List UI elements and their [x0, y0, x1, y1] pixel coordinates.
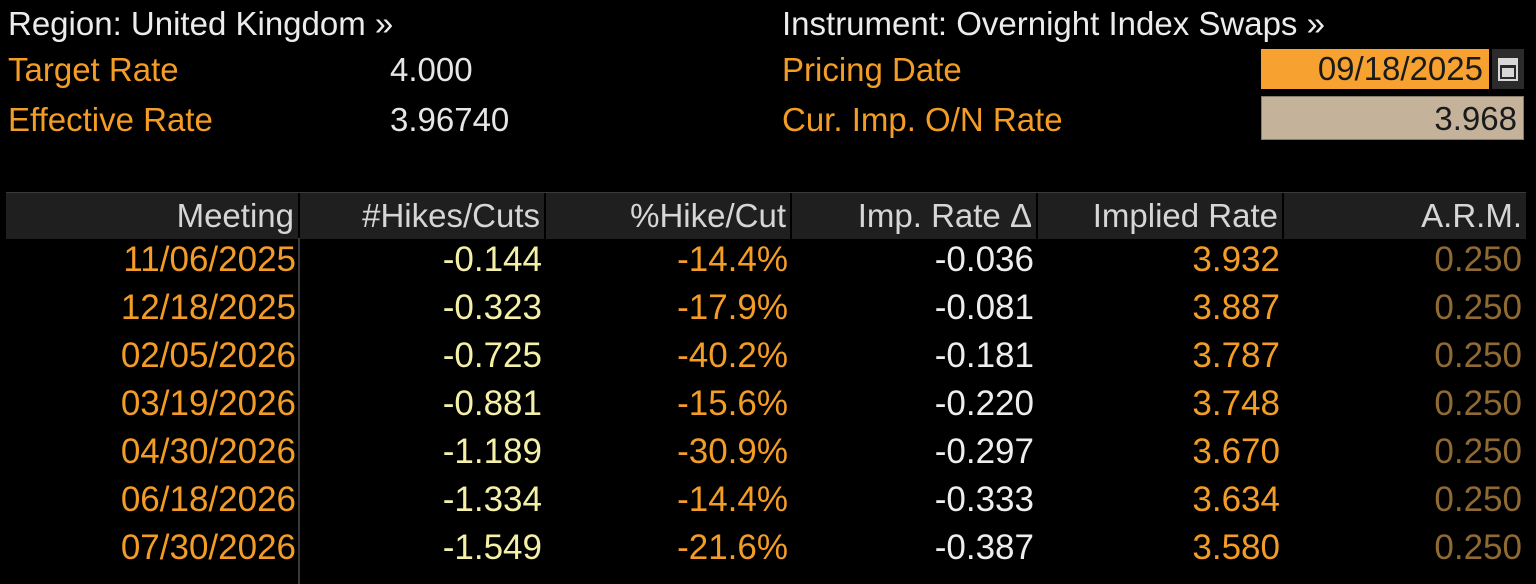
cell-imp-rate-delta: -0.036: [934, 240, 1034, 279]
calendar-button[interactable]: [1492, 49, 1524, 89]
cell-arm: 0.250: [1434, 336, 1522, 375]
cell-hikes-cuts: -1.189: [442, 432, 542, 471]
cell-meeting: 03/19/2026: [120, 384, 296, 423]
cell-pct-hike-cut: -21.6%: [677, 528, 788, 567]
cell-imp-rate-delta: -0.181: [934, 336, 1034, 375]
cell-arm: 0.250: [1434, 528, 1522, 567]
cell-meeting: 12/18/2025: [120, 288, 296, 327]
cell-implied-rate: 3.787: [1192, 336, 1280, 375]
cell-imp-rate-delta: -0.333: [934, 480, 1034, 519]
column-divider: [298, 238, 300, 584]
cell-meeting: 02/05/2026: [120, 336, 296, 375]
cell-hikes-cuts: -1.549: [442, 528, 542, 567]
cell-pct-hike-cut: -40.2%: [677, 336, 788, 375]
cell-hikes-cuts: -0.144: [442, 240, 542, 279]
cell-implied-rate: 3.634: [1192, 480, 1280, 519]
pricing-date-input[interactable]: 09/18/2025: [1261, 49, 1489, 89]
cell-pct-hike-cut: -17.9%: [677, 288, 788, 327]
cur-imp-rate-label: Cur. Imp. O/N Rate: [782, 101, 1063, 138]
effective-rate-label: Effective Rate: [8, 101, 213, 138]
cell-meeting: 11/06/2025: [123, 240, 296, 279]
cell-implied-rate: 3.748: [1192, 384, 1280, 423]
col-header-pct-hike-cut[interactable]: %Hike/Cut: [546, 193, 792, 239]
table-row[interactable]: 12/18/2025 -0.323 -17.9% -0.081 3.887 0.250: [6, 284, 1526, 332]
col-header-implied-rate[interactable]: Implied Rate: [1038, 193, 1284, 239]
cell-implied-rate: 3.580: [1192, 528, 1280, 567]
cell-arm: 0.250: [1434, 480, 1522, 519]
col-header-meeting[interactable]: Meeting: [6, 193, 300, 239]
cell-pct-hike-cut: -30.9%: [677, 432, 788, 471]
pricing-date-label: Pricing Date: [782, 51, 962, 88]
table-row[interactable]: 07/30/2026 -1.549 -21.6% -0.387 3.580 0.250: [6, 524, 1526, 572]
cell-meeting: 04/30/2026: [120, 432, 296, 471]
cell-hikes-cuts: -0.323: [442, 288, 542, 327]
col-header-imp-rate-delta[interactable]: Imp. Rate Δ: [792, 193, 1038, 239]
cell-meeting: 07/30/2026: [120, 528, 296, 567]
cell-imp-rate-delta: -0.297: [934, 432, 1034, 471]
table-row[interactable]: 06/18/2026 -1.334 -14.4% -0.333 3.634 0.250: [6, 476, 1526, 524]
cell-implied-rate: 3.887: [1192, 288, 1280, 327]
table-row[interactable]: 02/05/2026 -0.725 -40.2% -0.181 3.787 0.250: [6, 332, 1526, 380]
cell-hikes-cuts: -1.334: [442, 480, 542, 519]
target-rate-value: 4.000: [390, 51, 473, 88]
instrument-link[interactable]: Instrument: Overnight Index Swaps »: [782, 5, 1325, 42]
table-row[interactable]: 03/19/2026 -0.881 -15.6% -0.220 3.748 0.250: [6, 380, 1526, 428]
table-row[interactable]: 11/06/2025 -0.144 -14.4% -0.036 3.932 0.250: [6, 236, 1526, 284]
cell-hikes-cuts: -0.725: [442, 336, 542, 375]
table-row[interactable]: 04/30/2026 -1.189 -30.9% -0.297 3.670 0.250: [6, 428, 1526, 476]
region-link[interactable]: Region: United Kingdom »: [8, 5, 394, 42]
cell-imp-rate-delta: -0.220: [934, 384, 1034, 423]
cell-implied-rate: 3.670: [1192, 432, 1280, 471]
table-header: Meeting #Hikes/Cuts %Hike/Cut Imp. Rate …: [6, 192, 1526, 239]
col-header-arm[interactable]: A.R.M.: [1421, 197, 1522, 234]
cur-imp-rate-input[interactable]: 3.968: [1261, 96, 1524, 140]
cell-imp-rate-delta: -0.081: [934, 288, 1034, 327]
cell-arm: 0.250: [1434, 240, 1522, 279]
cell-imp-rate-delta: -0.387: [934, 528, 1034, 567]
cell-pct-hike-cut: -15.6%: [677, 384, 788, 423]
cell-arm: 0.250: [1434, 288, 1522, 327]
cell-pct-hike-cut: -14.4%: [677, 240, 788, 279]
effective-rate-value: 3.96740: [390, 101, 510, 138]
cell-pct-hike-cut: -14.4%: [677, 480, 788, 519]
target-rate-label: Target Rate: [8, 51, 179, 88]
cell-meeting: 06/18/2026: [120, 480, 296, 519]
cell-arm: 0.250: [1434, 432, 1522, 471]
cell-implied-rate: 3.932: [1192, 240, 1280, 279]
col-header-hikes-cuts[interactable]: #Hikes/Cuts: [300, 193, 546, 239]
cell-hikes-cuts: -0.881: [442, 384, 542, 423]
cell-arm: 0.250: [1434, 384, 1522, 423]
calendar-icon: [1498, 58, 1518, 81]
